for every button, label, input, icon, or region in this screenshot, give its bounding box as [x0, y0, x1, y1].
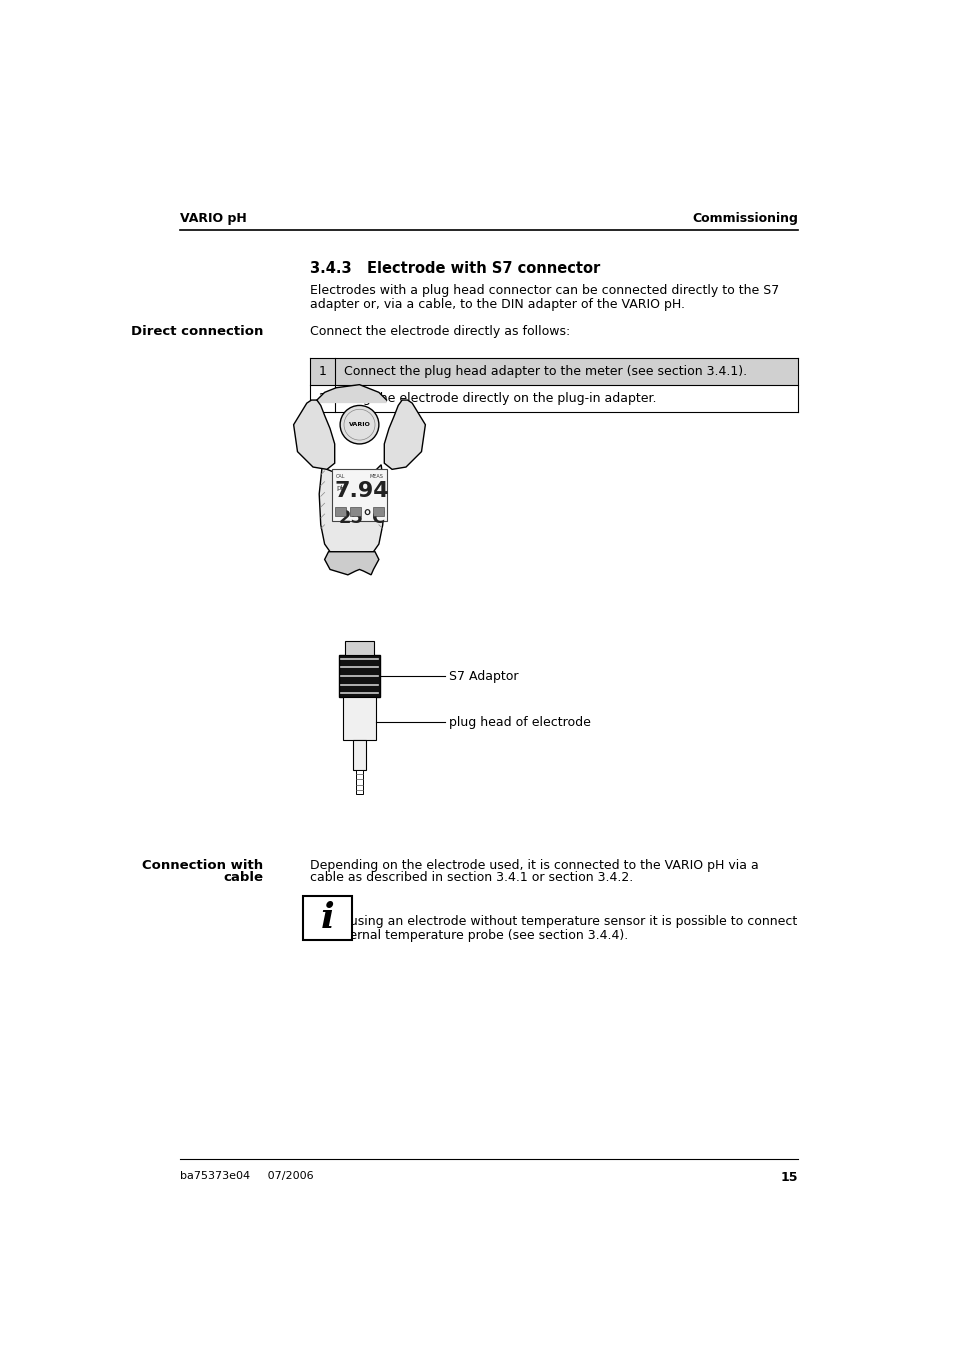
Text: cable as described in section 3.4.1 or section 3.4.2.: cable as described in section 3.4.1 or s…	[310, 871, 633, 885]
Bar	[344, 642, 374, 655]
Text: Commissioning: Commissioning	[691, 212, 797, 226]
Text: an external temperature probe (see section 3.4.4).: an external temperature probe (see secti…	[310, 929, 628, 942]
Text: Electrodes with a plug head connector can be connected directly to the S7: Electrodes with a plug head connector ca…	[310, 284, 779, 297]
Text: 2: 2	[318, 392, 326, 405]
Text: When using an electrode without temperature sensor it is possible to connect: When using an electrode without temperat…	[310, 915, 797, 928]
Text: CAL: CAL	[335, 474, 345, 480]
Polygon shape	[294, 400, 335, 469]
Text: VARIO pH: VARIO pH	[180, 212, 247, 226]
Bar	[355, 770, 363, 793]
Text: MEAS: MEAS	[369, 474, 383, 480]
Text: Note: Note	[310, 901, 343, 915]
Text: cable: cable	[223, 871, 263, 885]
Text: 7.94: 7.94	[335, 481, 389, 501]
Bar	[310, 385, 797, 412]
Bar	[373, 507, 384, 516]
Polygon shape	[316, 385, 386, 403]
Text: Depending on the electrode used, it is connected to the VARIO pH via a: Depending on the electrode used, it is c…	[310, 859, 758, 871]
Text: i: i	[320, 901, 334, 935]
Text: VARIO: VARIO	[348, 423, 370, 427]
Bar	[339, 655, 379, 697]
Bar	[350, 507, 360, 516]
Text: 1: 1	[318, 365, 326, 378]
Bar	[332, 469, 386, 521]
Text: Connect the plug head adapter to the meter (see section 3.4.1).: Connect the plug head adapter to the met…	[344, 365, 746, 378]
Text: 15: 15	[780, 1171, 797, 1183]
Text: Connection with: Connection with	[142, 859, 263, 871]
Text: Direct connection: Direct connection	[131, 326, 263, 338]
Bar	[335, 507, 345, 516]
Bar	[310, 358, 797, 385]
Polygon shape	[324, 551, 378, 574]
Bar	[303, 896, 352, 940]
Text: S7 Adaptor: S7 Adaptor	[448, 670, 517, 682]
Polygon shape	[319, 465, 384, 554]
Text: ba75373e04     07/2006: ba75373e04 07/2006	[180, 1171, 314, 1181]
Text: plug head of electrode: plug head of electrode	[448, 716, 590, 728]
Polygon shape	[384, 400, 425, 469]
Text: 3.4.3   Electrode with S7 connector: 3.4.3 Electrode with S7 connector	[310, 261, 599, 276]
Bar	[353, 739, 366, 770]
Text: Plug the electrode directly on the plug-in adapter.: Plug the electrode directly on the plug-…	[344, 392, 656, 405]
Text: pH: pH	[335, 485, 346, 490]
Bar	[343, 697, 375, 739]
Circle shape	[340, 405, 378, 444]
Text: 25°C: 25°C	[338, 509, 386, 527]
Text: Connect the electrode directly as follows:: Connect the electrode directly as follow…	[310, 326, 570, 338]
Text: adapter or, via a cable, to the DIN adapter of the VARIO pH.: adapter or, via a cable, to the DIN adap…	[310, 297, 684, 311]
